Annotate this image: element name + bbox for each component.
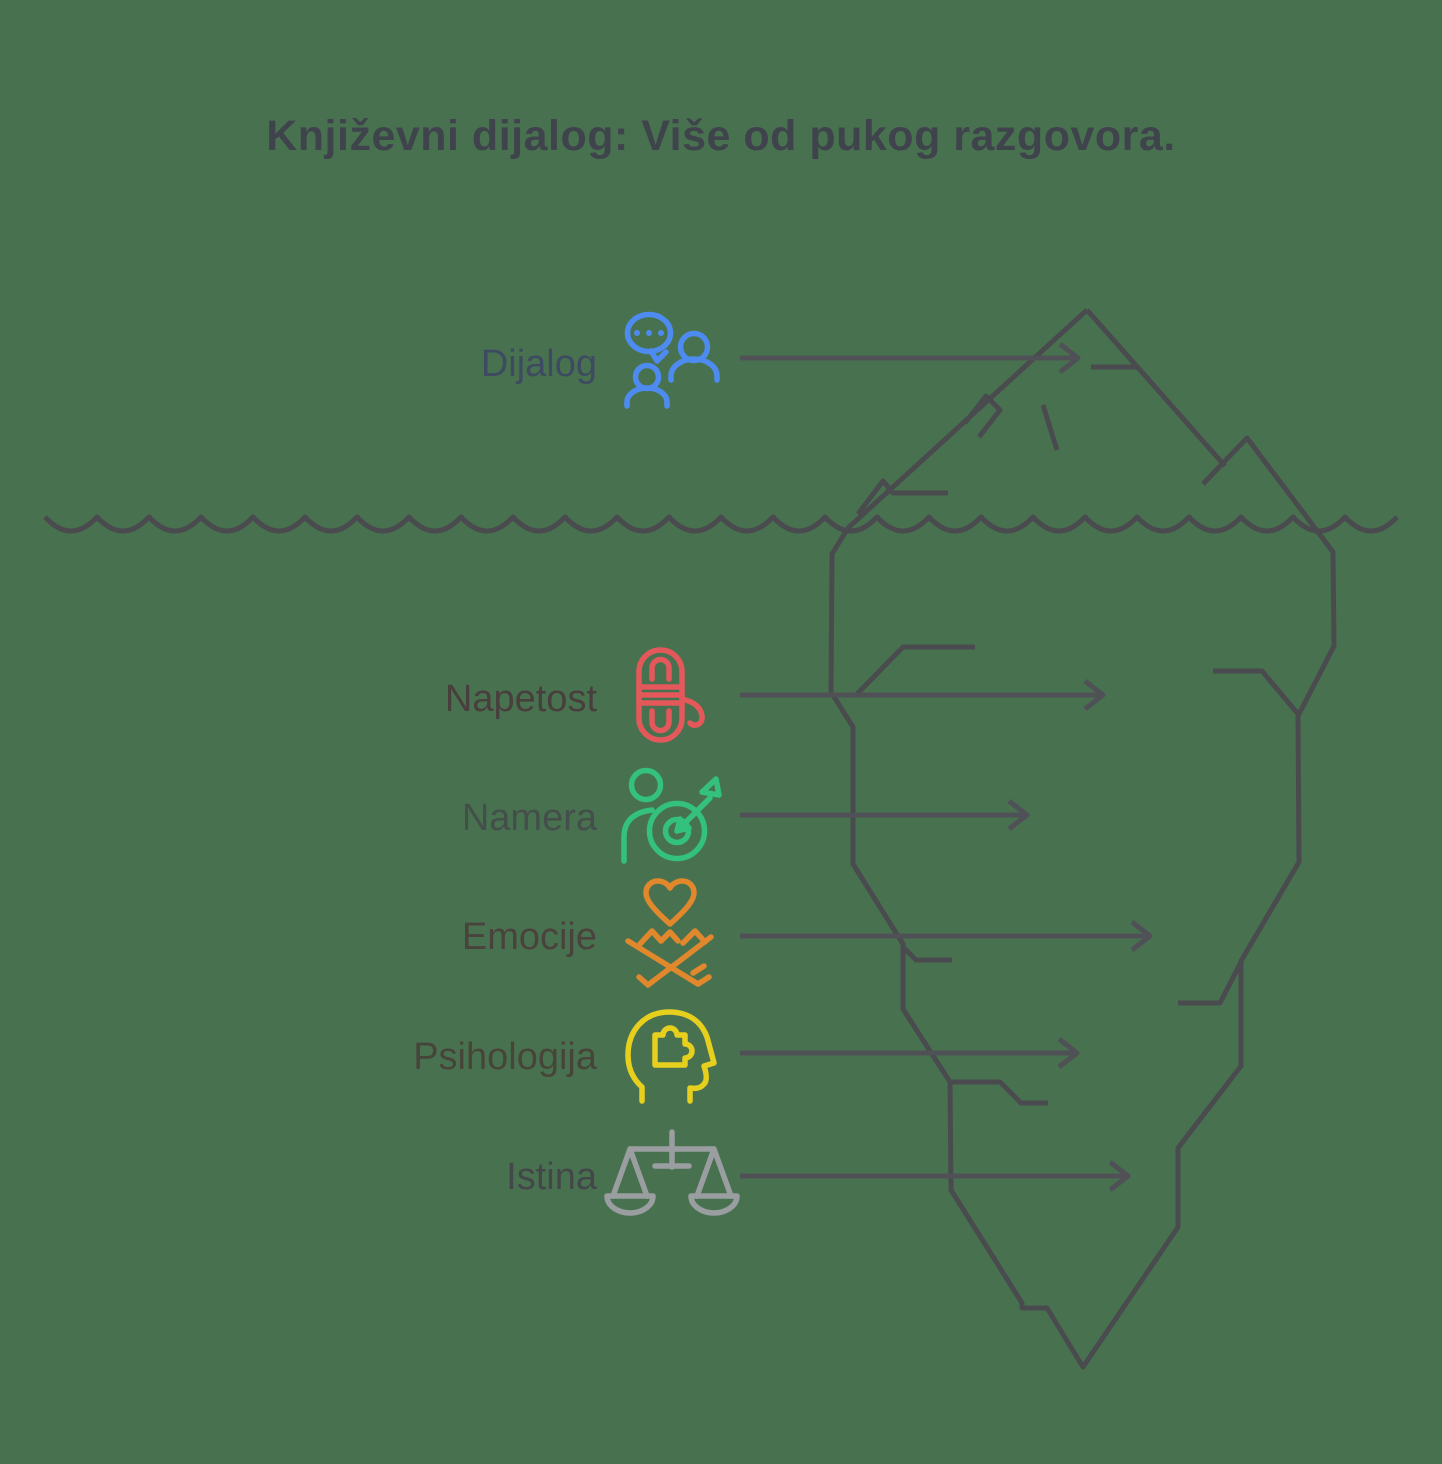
chat-dots-icon (634, 330, 664, 336)
generated-geometry (43, 308, 1399, 1370)
chat-people-icon (624, 311, 720, 409)
iceberg-facet-line (951, 1079, 1048, 1106)
iceberg-facet-line (1040, 404, 1060, 451)
arrow-namera (740, 799, 1030, 831)
rope-icon (636, 647, 705, 743)
iceberg-facet-line (1178, 960, 1244, 1006)
label-istina: Istina (506, 1156, 598, 1198)
label-dijalog: Dijalog (481, 343, 597, 385)
iceberg-facet-line (1213, 668, 1300, 716)
head-puzzle-icon (625, 1009, 717, 1104)
iceberg-facet-line (963, 393, 1003, 439)
label-emocije: Emocije (462, 916, 597, 958)
arrow-napetost (740, 679, 1106, 711)
iceberg-outline (828, 308, 1337, 1370)
label-napetost: Napetost (445, 678, 598, 720)
arrow-emocije (740, 920, 1153, 952)
iceberg-facet-line (1085, 308, 1227, 468)
iceberg-facet-line (855, 644, 975, 696)
waterline (43, 514, 1399, 534)
iceberg-facet-line (856, 478, 948, 516)
person-target-icon (621, 767, 722, 864)
arrow-psihologija (740, 1037, 1080, 1069)
arrow-istina (740, 1160, 1131, 1192)
heart-hands-icon (625, 878, 714, 988)
label-namera: Namera (462, 797, 598, 839)
scales-icon (604, 1129, 740, 1216)
page-title: Književni dijalog: Više od pukog razgovo… (266, 112, 1176, 160)
label-psihologija: Psihologija (413, 1036, 598, 1078)
iceberg-facet-line (901, 945, 952, 963)
arrow-dijalog (740, 342, 1081, 374)
